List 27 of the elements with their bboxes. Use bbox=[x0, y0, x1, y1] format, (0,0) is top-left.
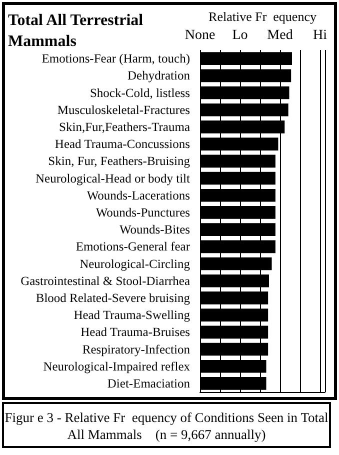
text: Hi bbox=[313, 28, 327, 44]
y-tick-label: Respiratory-Infection bbox=[82, 342, 191, 356]
y-tick-label: Head Trauma-Bruises bbox=[80, 325, 190, 340]
y-tick-label: Emotions-Fear (Harm, touch) bbox=[42, 52, 190, 66]
y-tick-label: Skin,Fur,Feathers-Trauma bbox=[59, 120, 190, 134]
y-tick-label: Dehydration bbox=[128, 68, 191, 83]
y-tick-label: Wounds-Punctures bbox=[96, 205, 190, 220]
text: Lo bbox=[232, 28, 248, 44]
y-tick-label: Neurological-Impaired reflex bbox=[43, 359, 191, 374]
y-tick-label: Neurological-Head or body tilt bbox=[36, 171, 191, 186]
y-tick-label: Shock-Cold, listless bbox=[90, 86, 190, 100]
chart-title: Total All Terrestrial Mammals bbox=[8, 11, 144, 52]
text: Figur e 3 - Relative Fr equency of Conditions Seen in Total All Mammals (n = 9,667 annually) bbox=[2, 402, 331, 448]
text: None bbox=[184, 28, 216, 44]
y-tick-label: Gastrointestinal & Stool-Diarrhea bbox=[20, 274, 190, 288]
y-tick-label: Head Trauma-Swelling bbox=[74, 308, 191, 322]
y-tick-label: Wounds-Bites bbox=[119, 222, 190, 237]
y-tick-label: Diet-Emaciation bbox=[107, 376, 191, 390]
y-tick-label: Wounds-Lacerations bbox=[86, 188, 190, 202]
y-tick-label: Musculoskeletal-Fractures bbox=[57, 102, 190, 117]
y-tick-label: Skin, Fur, Feathers-Bruising bbox=[48, 154, 191, 168]
text: Med bbox=[267, 28, 293, 44]
x-axis-title: Relative Fr equency bbox=[208, 9, 318, 25]
y-tick-label: Emotions-General fear bbox=[76, 240, 191, 254]
y-tick-label: Head Trauma-Concussions bbox=[54, 137, 190, 152]
y-tick-label: Blood Related-Severe bruising bbox=[36, 290, 191, 305]
y-tick-label: Neurological-Circling bbox=[80, 256, 191, 271]
